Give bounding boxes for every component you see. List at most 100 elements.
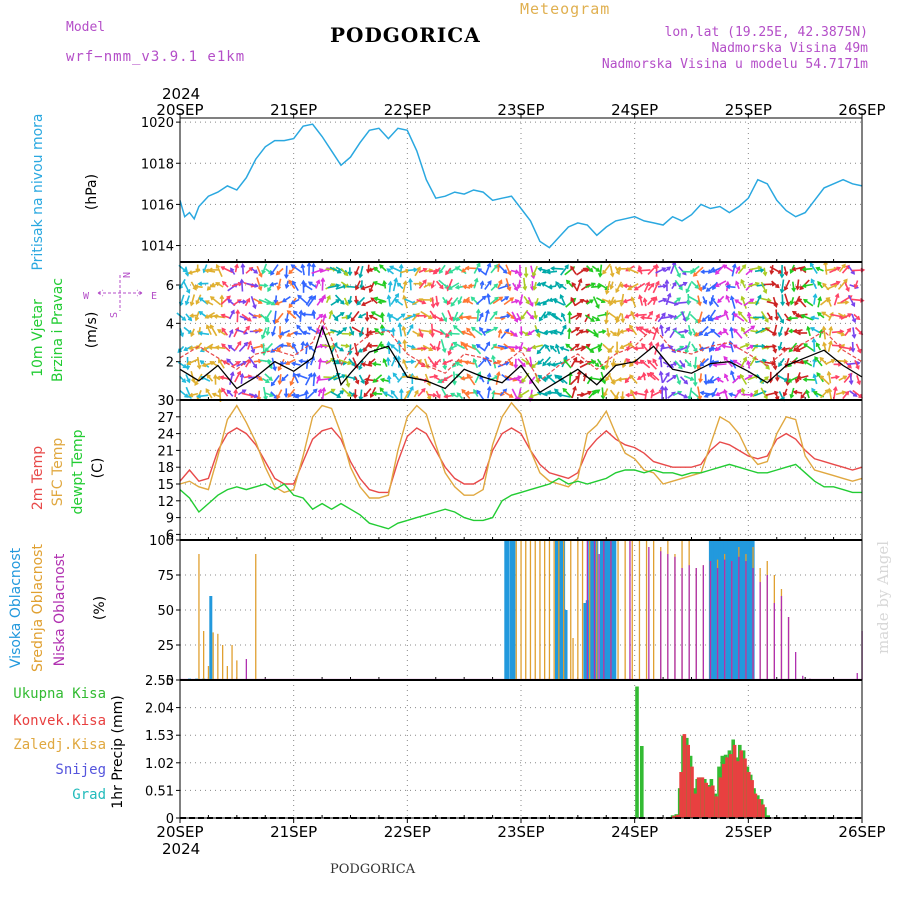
- wind-arrow: [291, 298, 300, 305]
- wind-arrow: [485, 326, 498, 334]
- cloud-bar: [773, 603, 775, 680]
- wind-arrow-head: [252, 363, 258, 369]
- wind-arrow-head: [450, 302, 455, 307]
- wind-arrow: [638, 295, 644, 306]
- wind-arrow-head: [215, 282, 220, 287]
- wind-arrow-head: [189, 313, 194, 319]
- wind-arrow-head: [638, 326, 644, 331]
- wind-arrow: [570, 357, 578, 368]
- wind-arrow: [420, 329, 433, 333]
- wind-arrow: [278, 374, 282, 384]
- wind-arrow: [585, 345, 594, 353]
- cloud-bar: [780, 596, 783, 680]
- wind-arrow-head: [257, 299, 263, 304]
- wind-arrow-head: [624, 314, 630, 319]
- wind-arrow: [850, 298, 864, 302]
- wind-arrow-head: [198, 297, 204, 302]
- wind-arrow-head: [703, 380, 709, 386]
- footer-title: PODGORICA: [330, 862, 416, 877]
- wind-arrow-head: [421, 299, 427, 305]
- cloud-bar: [529, 540, 532, 680]
- wind-arrow-head: [367, 329, 373, 335]
- wind-arrow-head: [209, 361, 215, 366]
- precip-bar: [747, 772, 751, 818]
- wind-arrow-head: [441, 360, 447, 365]
- wind-arrow: [305, 390, 308, 400]
- wind-arrow-head: [708, 316, 714, 322]
- wind-arrow: [841, 265, 850, 274]
- wind-arrow: [788, 342, 798, 353]
- wind-arrow-head: [841, 390, 847, 395]
- wind-arrow-head: [301, 311, 306, 317]
- wind-arrow-head: [252, 304, 257, 310]
- wind-arrow-head: [856, 380, 862, 386]
- wind-arrow-head: [373, 266, 378, 272]
- wind-arrow: [312, 263, 315, 277]
- wind-arrow-head: [665, 371, 670, 377]
- wind-arrow: [509, 330, 518, 337]
- wind-arrow: [644, 389, 648, 401]
- wind-arrow: [474, 372, 481, 384]
- wind-arrow-head: [769, 270, 775, 276]
- wind-arrow: [487, 294, 491, 305]
- wind-arrow: [495, 372, 500, 385]
- wind-arrow: [348, 358, 356, 367]
- wind-arrow: [740, 279, 746, 289]
- wind-arrow-head: [268, 364, 273, 370]
- wind-arrow: [771, 280, 780, 288]
- wind-arrow-head: [300, 263, 306, 269]
- mid-cloud-axis-title: Srednja Oblacnost: [30, 544, 46, 672]
- wind-arrow-head: [308, 345, 313, 350]
- wind-arrow-head: [510, 314, 516, 320]
- wind-arrow-head: [356, 300, 361, 306]
- wind-arrow-head: [859, 297, 865, 303]
- wind-arrow: [833, 293, 839, 306]
- wind-arrow-head: [680, 333, 686, 339]
- wind-arrow: [372, 374, 383, 383]
- dewpt-axis-title: dewpt Temp: [70, 429, 86, 514]
- cloud-bar: [725, 540, 729, 680]
- wind-arrow: [570, 266, 577, 275]
- wind-arrow-head: [227, 344, 233, 350]
- wind-arrow-head: [624, 378, 630, 384]
- wind-arrow-head: [609, 301, 614, 307]
- wind-arrow-head: [506, 270, 512, 276]
- wind-arrow: [220, 295, 231, 305]
- wind-arrow-head: [276, 347, 281, 353]
- wind-arrow: [448, 332, 460, 335]
- wind-arrow-head: [774, 316, 780, 322]
- wind-arrow-head: [572, 385, 577, 391]
- wind-arrow-head: [663, 385, 669, 391]
- cloud-bar: [713, 540, 717, 680]
- wind-arrow-head: [311, 295, 317, 300]
- wind-arrow-head: [460, 330, 466, 335]
- wind-arrow-head: [470, 326, 476, 332]
- wind-arrow: [330, 391, 341, 398]
- wind-arrow-head: [518, 346, 523, 352]
- wind-arrow-head: [430, 284, 435, 289]
- wind-arrow-head: [220, 313, 226, 319]
- wind-arrow-head: [491, 354, 496, 360]
- wind-arrow-head: [648, 341, 654, 346]
- wind-arrow: [374, 341, 383, 353]
- wind-arrow-head: [184, 300, 190, 306]
- wind-arrow: [276, 267, 284, 275]
- wind-arrow-head: [221, 343, 226, 348]
- wind-arrow: [605, 310, 609, 324]
- wind-arrow-head: [746, 311, 752, 317]
- wind-arrow: [803, 378, 816, 381]
- wind-arrow-head: [194, 316, 200, 322]
- wind-arrow: [627, 267, 639, 274]
- wind-arrow: [591, 285, 601, 288]
- wind-arrow: [302, 283, 313, 291]
- wind-arrow-head: [530, 363, 536, 369]
- wind-arrow-head: [629, 362, 634, 368]
- bottom-date-label: 22SEP: [384, 823, 431, 841]
- wind-arrow-head: [374, 328, 379, 333]
- wind-arrow-head: [286, 342, 291, 347]
- wind-arrow: [636, 326, 647, 336]
- y-tick-label: 100: [149, 534, 174, 549]
- wind-arrow-head: [398, 263, 404, 269]
- wind-arrow: [577, 371, 581, 384]
